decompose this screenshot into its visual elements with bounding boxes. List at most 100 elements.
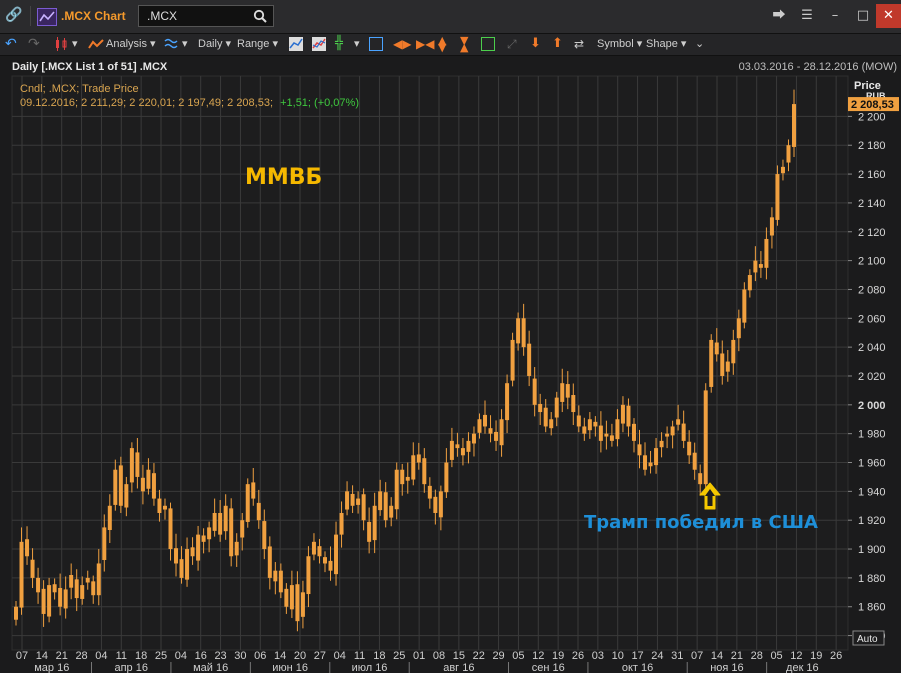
legend-line-2: 09.12.2016; 2 211,29; 2 220,01; 2 197,49… (20, 97, 359, 109)
x-month-label: апр 16 (114, 662, 147, 673)
candle-body (179, 559, 184, 578)
wave-dropdown[interactable]: ▾ (182, 38, 188, 50)
select-area-icon[interactable] (481, 37, 495, 51)
x-month-label: июн 16 (272, 662, 308, 673)
candlestick-icon[interactable] (54, 37, 68, 51)
search-icon[interactable] (253, 9, 267, 23)
x-tick-label: 25 (155, 650, 167, 662)
auto-scale-button[interactable] (852, 630, 885, 646)
crosshair-dropdown[interactable]: ▾ (354, 38, 360, 50)
candle-body (433, 496, 438, 513)
shape-menu[interactable]: Shape ▾ (646, 38, 687, 50)
candle-body (488, 428, 493, 434)
x-tick-label: 23 (214, 650, 226, 662)
up-arrow-icon[interactable]: ⬆ (552, 36, 563, 51)
x-tick-label: 28 (751, 650, 763, 662)
y-tick-label: 1 880 (858, 573, 886, 585)
x-tick-label: 24 (651, 650, 663, 662)
candle-body (720, 353, 725, 376)
candle-body (306, 556, 311, 595)
y-tick-label: 1 980 (858, 429, 886, 441)
candle-body (400, 469, 405, 485)
candle-body (300, 592, 305, 617)
expand-vertical-icon[interactable]: ▲ ▼ (438, 34, 447, 54)
compare-chart-icon[interactable] (312, 37, 326, 51)
x-tick-label: 04 (95, 650, 107, 662)
candle-body (538, 403, 543, 413)
shape-label: Shape (646, 38, 678, 50)
close-button[interactable]: ✕ (876, 4, 901, 28)
x-tick-label: 18 (373, 650, 385, 662)
analysis-menu[interactable]: Analysis ▾ (106, 38, 156, 50)
candle-body (36, 577, 41, 593)
y-tick-label: 1 960 (858, 458, 886, 470)
candle-body (631, 423, 636, 441)
candle-body (356, 498, 361, 505)
candle-body (516, 318, 521, 344)
crosshair-icon[interactable]: ╬ (335, 36, 343, 51)
candle-body (201, 535, 206, 542)
shuffle-icon[interactable]: ⇄ (574, 37, 585, 51)
candle-body (394, 469, 399, 510)
candle-body (676, 419, 681, 425)
candle-body (643, 455, 648, 470)
candle-body (135, 452, 140, 477)
menu-icon[interactable]: ☰ (801, 8, 813, 23)
candle-body (383, 492, 388, 521)
x-month-label: авг 16 (443, 662, 474, 673)
redo-icon[interactable]: ↷ (28, 36, 40, 52)
candle-body (554, 397, 559, 418)
more-icon[interactable]: ⌄ (695, 38, 705, 50)
candle-body (256, 502, 261, 521)
candle-body (124, 484, 129, 508)
range-menu[interactable]: Range ▾ (237, 38, 278, 50)
maximize-button[interactable]: □ (856, 8, 870, 23)
range-label: Range (237, 38, 270, 50)
fit-icon[interactable]: ⤢ (507, 37, 517, 51)
scroll-left-icon[interactable]: ◀▶ (393, 37, 412, 51)
symbol-menu[interactable]: Symbol ▾ (597, 38, 643, 50)
link-icon[interactable]: 🔗 (5, 7, 23, 23)
y-axis-unit: RUB (866, 91, 886, 101)
x-tick-label: 16 (195, 650, 207, 662)
wave-icon[interactable] (164, 37, 178, 51)
chart-date-range: 03.03.2016 - 28.12.2016 (MOW) (738, 61, 897, 73)
candle-body (758, 264, 763, 268)
candle-body (339, 512, 344, 535)
candle-body (350, 493, 355, 506)
y-tick-label: 2 080 (858, 284, 886, 296)
zoom-box-icon[interactable] (369, 37, 383, 51)
candle-body (267, 546, 272, 578)
y-tick-label: 2 140 (858, 198, 886, 210)
auto-scale-label: Auto (857, 634, 878, 645)
candle-body (582, 426, 587, 434)
minimize-button[interactable]: – (831, 8, 839, 23)
x-tick-label: 26 (830, 650, 842, 662)
compress-vertical-icon[interactable]: ▼ ▲ (460, 34, 469, 54)
y-axis-title: Price (854, 80, 881, 92)
legend-line-1: Cndl; .MCX; Trade Price (20, 83, 139, 95)
candle-body (571, 395, 576, 413)
interval-menu[interactable]: Daily ▾ (198, 38, 232, 50)
layout-icon[interactable]: ⮕ (772, 8, 786, 23)
symbol-search-input[interactable]: .MCX (138, 5, 274, 27)
x-tick-label: 26 (572, 650, 584, 662)
candle-body (510, 339, 515, 381)
line-chart-icon[interactable] (289, 37, 303, 51)
analysis-icon (88, 37, 104, 51)
candle-body (251, 482, 256, 499)
candle-body (273, 570, 278, 582)
expand-horizontal-icon[interactable]: ▶◀ (416, 37, 435, 51)
candle-body (229, 508, 234, 557)
chart-header: Daily [.MCX List 1 of 51] .MCX 03.03.201… (0, 56, 901, 76)
x-month-label: мар 16 (34, 662, 69, 673)
down-arrow-icon[interactable]: ⬇ (530, 36, 541, 51)
candle-body (317, 546, 322, 557)
candle-body (670, 426, 675, 436)
chart-type-dropdown[interactable]: ▾ (72, 38, 78, 50)
annotation-arrow (699, 482, 721, 510)
candle-body (185, 549, 190, 580)
undo-icon[interactable]: ↶ (5, 36, 17, 52)
